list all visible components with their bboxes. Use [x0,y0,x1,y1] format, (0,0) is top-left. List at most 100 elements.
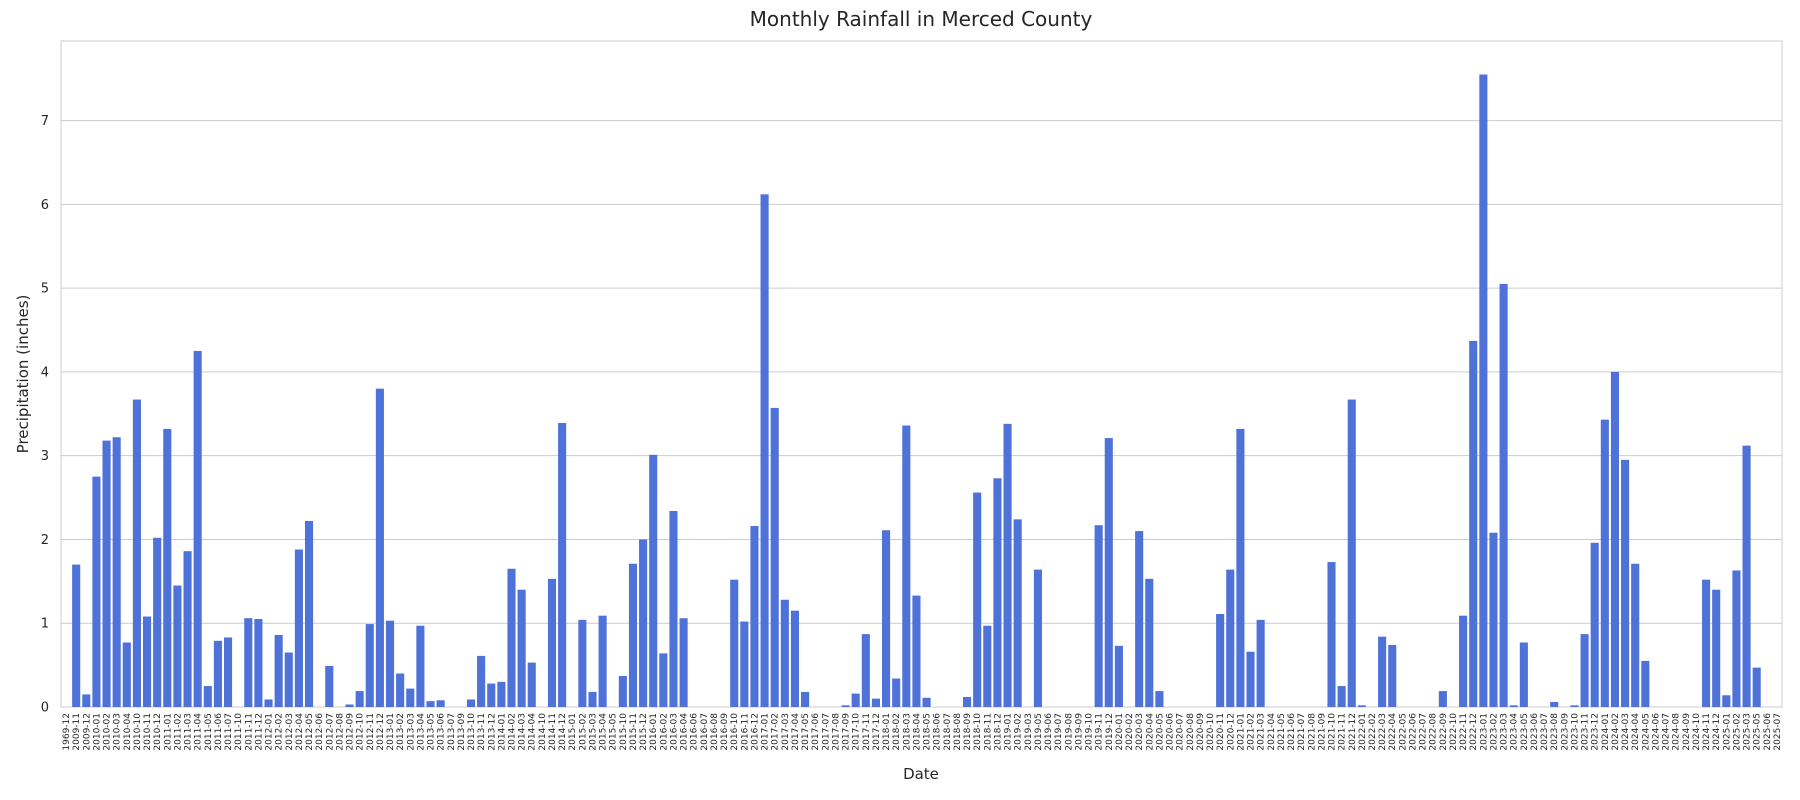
x-tick-label: 2023-09 [1560,713,1570,751]
x-tick-label: 2013-12 [487,713,497,751]
x-tick-label: 2017-02 [771,713,781,751]
x-tick-label: 2016-12 [750,713,760,751]
x-tick-label: 2020-05 [1155,713,1165,751]
y-tick-label: 0 [41,701,49,716]
x-tick-label: 2024-06 [1651,713,1661,751]
plot-frame [60,40,1783,708]
x-tick-label: 2021-02 [1247,713,1257,751]
x-tick-label: 2010-01 [92,713,102,751]
x-tick-label: 2019-05 [1034,713,1044,751]
x-tick-label: 2010-03 [113,713,123,751]
bar [254,619,263,707]
y-tick-label: 7 [41,114,49,129]
bar [355,691,364,707]
bar [122,642,131,707]
bar [993,478,1002,707]
bar [1641,660,1650,707]
x-tick-label: 2018-05 [923,713,933,751]
bar [294,549,303,707]
x-tick-label: 2019-09 [1074,713,1084,751]
bar [871,698,880,707]
x-tick-label: 2020-08 [1186,713,1196,751]
x-tick-label: 2012-07 [325,713,335,751]
x-tick-label: 2014-11 [548,713,558,751]
bar [780,599,789,707]
x-tick-label: 2019-11 [1095,713,1105,751]
x-tick-label: 2012-06 [315,713,325,751]
x-tick-label: 2022-09 [1439,713,1449,751]
x-tick-label: 2017-07 [821,713,831,751]
x-tick-label: 2022-12 [1469,713,1479,751]
bar [1145,578,1154,707]
bar [1489,532,1498,707]
x-tick-label: 2013-02 [396,713,406,751]
x-tick-label: 2013-09 [457,713,467,751]
x-tick-label: 2013-06 [437,713,447,751]
bar [1226,569,1235,707]
x-tick-label: 2024-05 [1641,713,1651,751]
bar [1732,570,1741,707]
x-tick-label: 2020-11 [1216,713,1226,751]
bar [628,563,638,707]
x-tick-label: 2013-04 [416,713,426,751]
x-tick-label: 2023-03 [1500,713,1510,751]
x-tick-label: 2018-11 [983,713,993,751]
x-tick-label: 2011-04 [194,713,204,751]
x-tick-label: 2017-03 [781,713,791,751]
bar [1610,371,1620,707]
x-tick-label: 2010-04 [123,713,133,751]
x-tick-label: 2012-08 [335,713,345,751]
x-tick-label: 2019-12 [1105,713,1115,751]
bar [92,476,101,707]
bar [507,568,516,707]
x-tick-label: 2011-11 [244,713,254,751]
bar [102,440,111,707]
bar [649,454,658,707]
bar [902,425,911,707]
x-tick-label: 2016-01 [649,713,659,751]
bar [659,653,668,707]
bar [345,704,354,707]
x-tick-label: 2016-06 [690,713,700,751]
bar [669,510,678,707]
bar [304,521,314,707]
x-tick-label: 2023-07 [1540,713,1550,751]
bar [497,681,506,707]
bar [1621,459,1630,707]
x-tick-label: 2021-07 [1297,713,1307,751]
x-tick-label: 2022-05 [1398,713,1408,751]
x-tick-label: 2012-05 [305,713,315,751]
x-tick-label: 2022-08 [1429,713,1439,751]
bar [547,578,557,707]
y-tick-label: 6 [41,198,49,213]
x-tick-label: 2015-02 [578,713,588,751]
x-tick-label: 2018-12 [993,713,1003,751]
x-tick-label: 2020-10 [1206,713,1216,751]
bar [82,694,91,707]
x-tick-label: 2014-12 [558,713,568,751]
x-tick-label: 2019-07 [1054,713,1064,751]
x-tick-label: 2012-02 [275,713,285,751]
bar [973,492,982,707]
x-tick-label: 2013-11 [477,713,487,751]
x-tick-label: 2024-11 [1702,713,1712,751]
bar [750,526,759,707]
bar [1246,651,1255,707]
x-tick-label: 2025-06 [1763,713,1773,751]
x-tick-label: 2023-08 [1550,713,1560,751]
x-tick-label: 2011-02 [173,713,183,751]
bar [1003,423,1012,707]
x-tick-label: 2013-03 [406,713,416,751]
x-tick-label: 2024-01 [1601,713,1611,751]
bar [1712,589,1721,707]
x-tick-label: 2022-07 [1419,713,1429,751]
x-tick-label: 2011-12 [254,713,264,751]
x-tick-label: 2025-01 [1722,713,1732,751]
bar [365,624,374,707]
bar [1590,542,1599,707]
bar [466,699,476,707]
bar [740,621,749,707]
bar [618,676,627,707]
bar [1702,579,1711,707]
